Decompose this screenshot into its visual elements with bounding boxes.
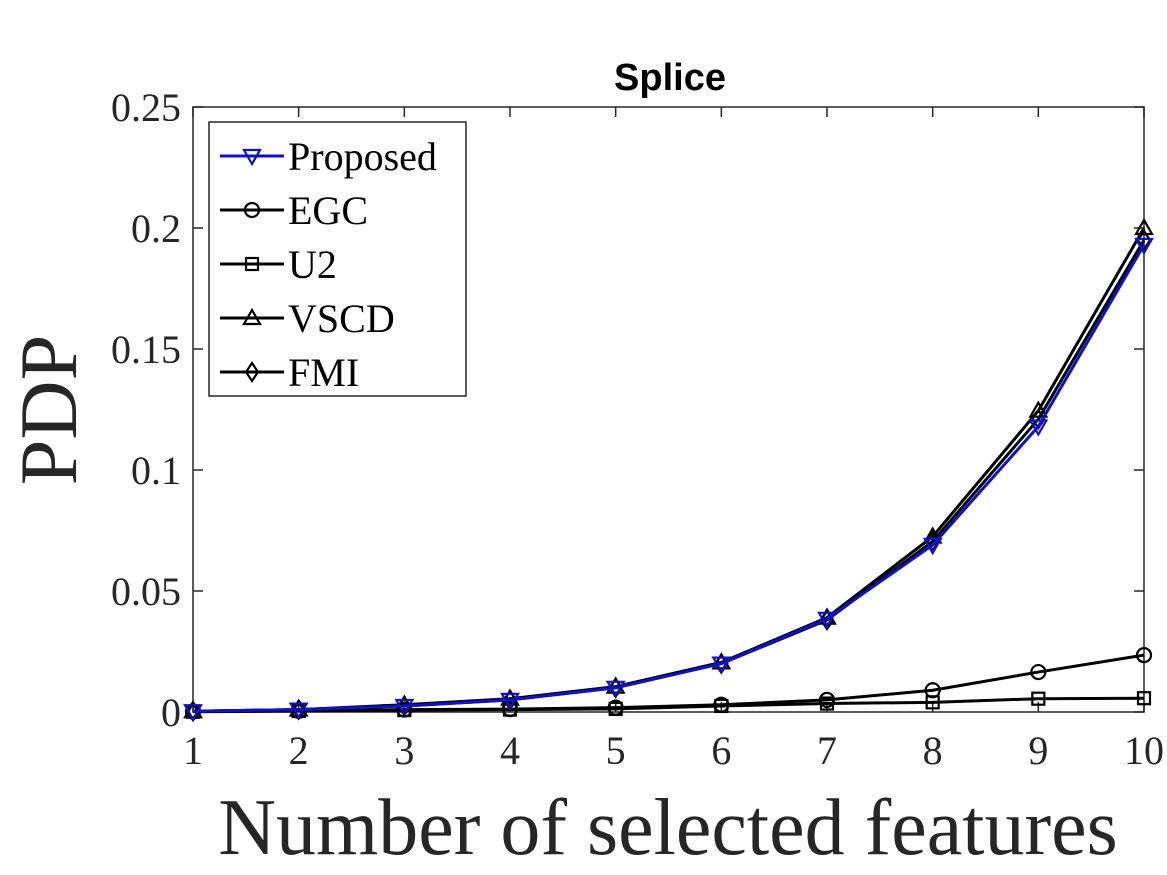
chart-title: Splice [614,57,726,99]
legend-label: FMI [288,350,359,395]
series-line-egc [192,653,1145,714]
legend-marker-proposed [242,148,262,167]
data-point-u2 [819,696,835,711]
data-point-u2 [608,701,623,716]
data-point-proposed [711,656,732,674]
x-axis-label: Number of selected features [218,784,1118,872]
y-axis-label: PDP [3,335,94,485]
legend-item-egc: EGC [220,188,368,233]
x-tick-label: 2 [289,728,309,773]
series-proposed [183,237,1154,722]
legend-marker-egc [243,201,261,219]
plot-area [192,106,1145,713]
data-point-proposed [288,702,309,720]
series-line-proposed [192,244,1146,713]
legend-item-u2: U2 [220,242,337,287]
legend-label: VSCD [288,296,395,341]
y-tick-label: 0 [161,690,181,735]
legend-label: EGC [288,188,368,233]
x-tick-label: 4 [500,728,520,773]
legend-marker-fmi [244,361,260,383]
series-line-u2 [192,696,1145,714]
data-point-proposed [394,698,415,717]
data-point-u2 [925,695,940,710]
data-point-u2 [502,702,518,717]
x-axis: 1 2 3 4 5 6 7 8 9 10 [183,107,1164,773]
legend: Proposed EGC U2 VSCD FMI [208,121,467,397]
y-tick-label: 0.1 [131,448,181,493]
data-point-u2 [1031,691,1046,706]
data-point-proposed [1028,419,1049,437]
data-point-fmi [1136,229,1152,252]
data-point-egc [1030,663,1047,681]
y-axis: 0 0.05 0.1 0.15 0.2 0.25 [111,85,1144,735]
legend-item-vscd: VSCD [220,296,395,341]
data-point-proposed [500,692,520,711]
y-tick-label: 0.05 [111,569,181,614]
legend-item-proposed: Proposed [220,134,437,179]
x-tick-label: 10 [1124,728,1164,773]
x-tick-label: 5 [606,728,626,773]
legend-marker-vscd [242,307,262,326]
x-tick-label: 6 [711,728,731,773]
legend-label: Proposed [288,134,437,179]
x-tick-label: 9 [1028,728,1048,773]
data-point-vscd [1134,217,1154,236]
y-tick-label: 0.2 [131,206,181,251]
x-tick-label: 7 [817,728,837,773]
data-point-proposed [922,537,943,556]
x-tick-label: 1 [183,728,203,773]
legend-label: U2 [288,242,337,287]
x-tick-label: 8 [923,728,943,773]
data-point-egc [1135,647,1153,664]
data-point-u2 [714,698,729,714]
y-tick-label: 0.25 [111,85,181,130]
legend-item-fmi: FMI [220,350,359,395]
data-point-proposed [817,611,837,630]
data-point-proposed [1134,237,1154,256]
series-layer [183,217,1154,723]
legend-marker-u2 [244,256,260,272]
data-point-proposed [605,680,626,699]
data-point-proposed [183,704,203,722]
x-tick-label: 3 [394,728,414,773]
y-tick-label: 0.15 [111,327,181,372]
data-point-u2 [1136,691,1152,706]
